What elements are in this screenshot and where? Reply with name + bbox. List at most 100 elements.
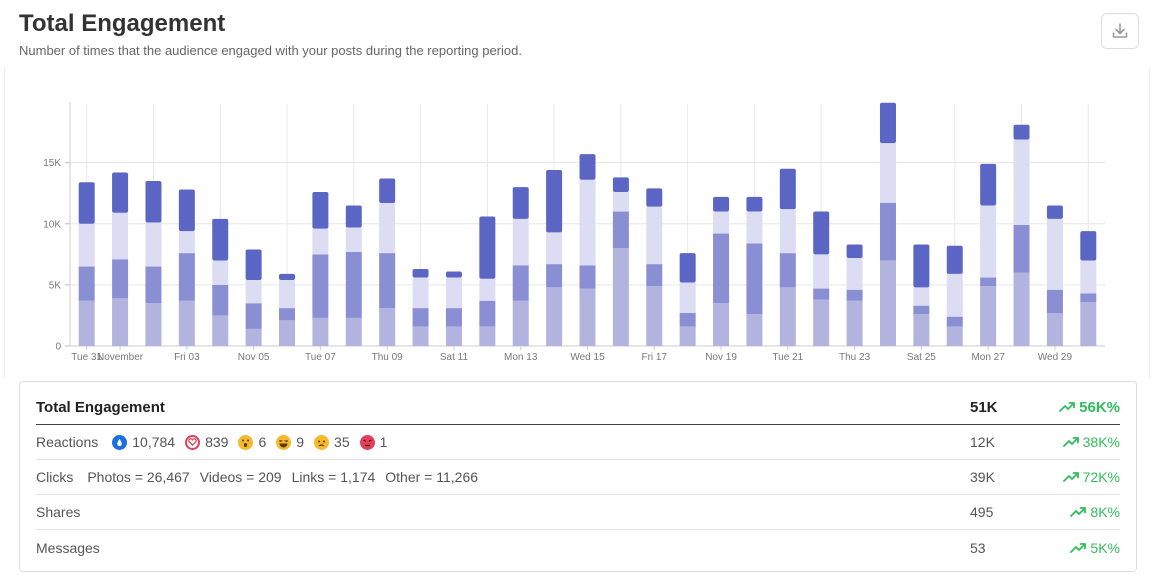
reaction-breakdown: 10,784 839 6 9 [112, 434, 387, 450]
clicks-label: Clicks [36, 469, 74, 485]
x-tick-label: Tue 21 [772, 352, 803, 363]
bar-segment [1080, 293, 1097, 302]
bar-segment [445, 271, 462, 278]
messages-value: 53 [970, 539, 986, 556]
trend-up-icon [1070, 542, 1087, 553]
table-row-messages: Messages 53 5K% [36, 530, 1120, 565]
bar-segment [245, 249, 262, 280]
bar-segment [713, 303, 730, 346]
bar-segment [279, 320, 296, 346]
bar-segment [980, 277, 997, 287]
bar-segment [879, 203, 896, 261]
reaction-love: 839 [185, 434, 228, 450]
bar-segment [112, 298, 129, 346]
table-row-reactions: Reactions 10,784 839 6 [36, 425, 1120, 460]
bar-segment [178, 189, 195, 232]
love-icon [185, 434, 201, 450]
bar-segment [312, 317, 329, 346]
x-tick-label: Thu 09 [372, 352, 404, 363]
x-tick-label: Wed 29 [1038, 352, 1073, 363]
x-tick-label: Thu 23 [839, 352, 871, 363]
bar-segment [445, 277, 462, 309]
bar-segment [779, 209, 796, 254]
bar-segment [112, 259, 129, 299]
bar-segment [178, 231, 195, 254]
x-tick-label: November [97, 352, 144, 363]
page-subtitle: Number of times that the audience engage… [19, 43, 522, 58]
reaction-like: 10,784 [112, 434, 175, 450]
bar-segment [279, 308, 296, 321]
bar-segment [445, 326, 462, 346]
bar-segment [612, 177, 629, 192]
reaction-wow: 6 [238, 434, 266, 450]
bar-segment [1046, 218, 1063, 290]
reaction-angry: 1 [359, 434, 387, 450]
download-button[interactable] [1101, 13, 1139, 49]
bar-segment [946, 245, 963, 274]
bar-segment [679, 313, 696, 327]
total-engagement-value: 51K [970, 398, 998, 416]
bar-segment [546, 232, 563, 265]
bar-segment [846, 244, 863, 258]
bar-segment [913, 244, 930, 288]
bar-segment [1013, 272, 1030, 346]
bar-segment [212, 315, 229, 346]
reaction-haha: 9 [276, 434, 304, 450]
bar-segment [178, 253, 195, 301]
x-tick-label: Nov 05 [238, 352, 270, 363]
bar-segment [646, 206, 663, 265]
clicks-other: Other = 11,266 [385, 469, 479, 485]
bar-segment [379, 253, 396, 309]
bar-segment [1046, 289, 1063, 313]
bar-segment [612, 248, 629, 346]
bar-segment [546, 170, 563, 233]
bar-segment [379, 308, 396, 346]
bar-segment [646, 264, 663, 287]
messages-change: 5K% [1070, 540, 1120, 556]
y-tick-label: 10K [43, 219, 61, 230]
messages-label: Messages [36, 539, 100, 556]
bar-segment [679, 253, 696, 283]
x-tick-label: Wed 15 [570, 352, 605, 363]
bar-segment [946, 273, 963, 317]
bar-segment [1013, 124, 1030, 140]
bar-segment [312, 192, 329, 229]
bar-segment [679, 326, 696, 346]
bar-segment [579, 179, 596, 266]
bar-segment [412, 326, 429, 346]
bar-segment [679, 282, 696, 313]
bar-segment [145, 303, 162, 346]
bar-segment [813, 299, 830, 346]
bar-segment [612, 211, 629, 249]
clicks-photos: Photos = 26,467 [87, 469, 190, 485]
bar-segment [78, 223, 95, 267]
shares-value: 495 [970, 504, 994, 520]
bar-segment [279, 280, 296, 309]
bar-segment [546, 287, 563, 346]
bar-segment [245, 328, 262, 346]
clicks-value: 39K [970, 469, 995, 485]
bar-segment [379, 178, 396, 203]
bar-segment [579, 154, 596, 180]
page-title: Total Engagement [19, 10, 226, 37]
table-row-shares: Shares 495 8K% [36, 495, 1120, 530]
engagement-table: Total Engagement 51K 56K% Reactions 10,7… [19, 381, 1137, 572]
bar-segment [412, 277, 429, 309]
bar-segment [145, 222, 162, 267]
bar-segment [1080, 260, 1097, 294]
bar-segment [1013, 139, 1030, 225]
bar-segment [145, 181, 162, 223]
bar-segment [412, 269, 429, 278]
bar-segment [813, 211, 830, 255]
bar-segment [479, 326, 496, 346]
bar-segment [980, 286, 997, 346]
bar-segment [1046, 205, 1063, 219]
bar-segment [1080, 302, 1097, 346]
sad-icon [314, 434, 330, 450]
haha-icon [276, 434, 292, 450]
clicks-videos: Videos = 209 [199, 469, 282, 485]
like-icon [112, 434, 128, 450]
bar-segment [78, 266, 95, 301]
bar-segment [1046, 313, 1063, 346]
